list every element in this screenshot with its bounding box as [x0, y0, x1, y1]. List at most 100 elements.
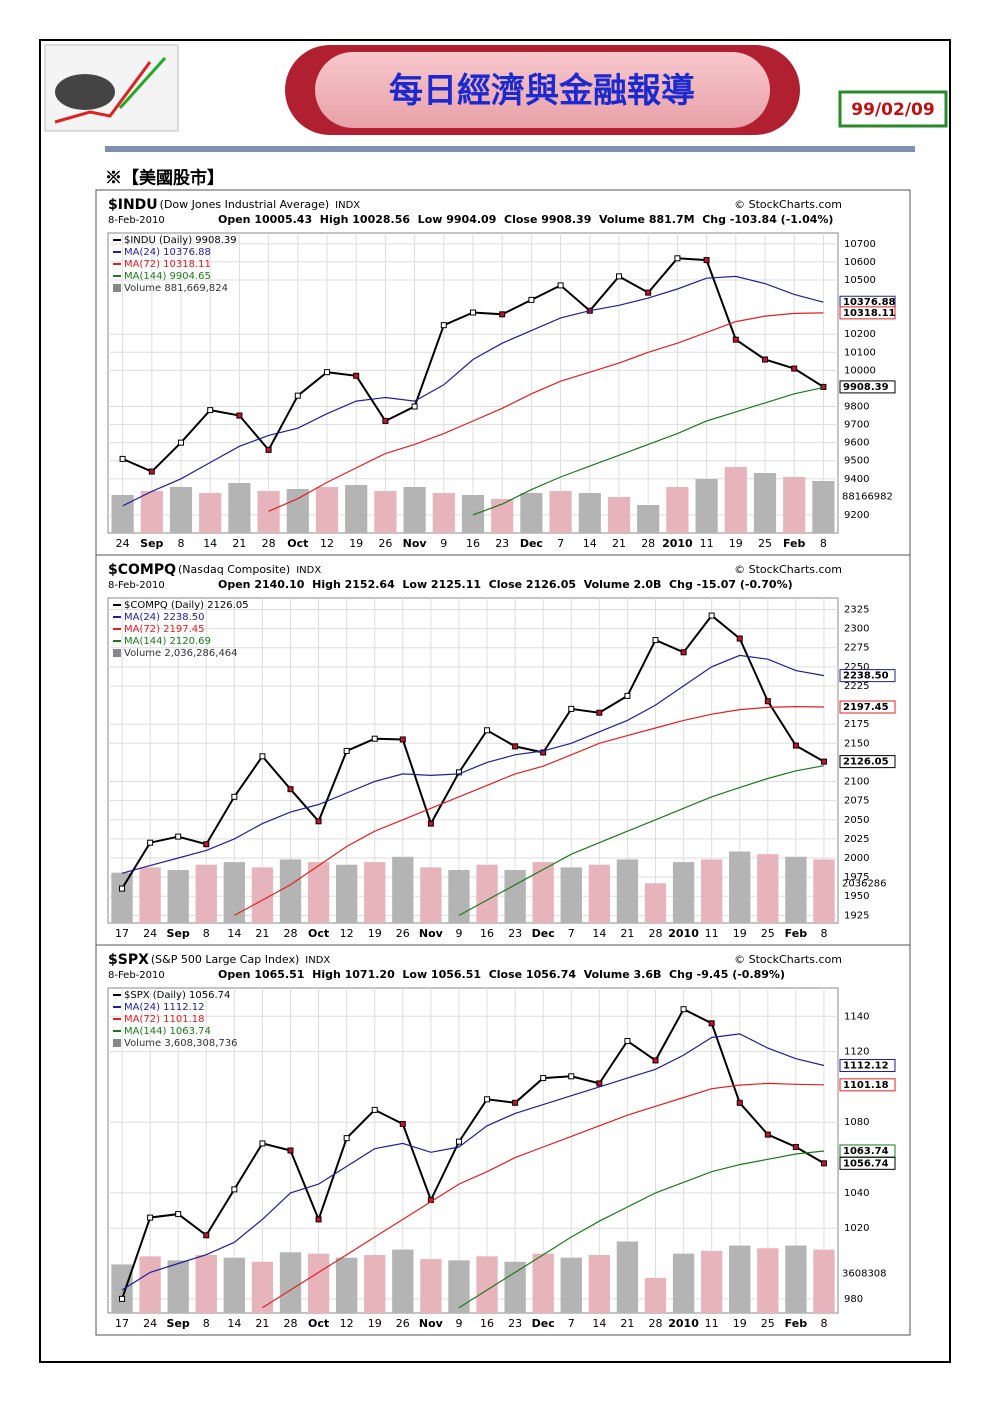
volume-bar — [345, 485, 368, 533]
price-mark — [674, 255, 681, 262]
price-marker-label: 9908.39 — [843, 382, 889, 393]
volume-bar — [672, 862, 695, 923]
volume-bar — [403, 487, 426, 533]
price-mark — [596, 709, 603, 716]
volume-bar — [111, 1264, 133, 1313]
x-tick-label: 21 — [255, 1317, 269, 1330]
x-tick-label: Oct — [308, 927, 329, 940]
volume-bar — [195, 864, 217, 923]
price-line — [121, 1007, 825, 1300]
x-tick-label: 8 — [203, 927, 210, 940]
price-mark — [259, 753, 266, 760]
x-tick-label: 9 — [440, 537, 447, 550]
volume-bar — [644, 1277, 667, 1313]
volume-bar — [139, 867, 161, 923]
price-mark — [736, 1099, 743, 1106]
price-mark — [652, 1057, 659, 1064]
x-tick-label: 12 — [340, 1317, 354, 1330]
price-mark — [792, 742, 799, 749]
price-mark — [764, 698, 771, 705]
x-tick-label: 16 — [480, 927, 494, 940]
x-tick-label: 25 — [761, 1317, 775, 1330]
ma-line — [121, 1033, 825, 1291]
price-mark — [820, 758, 827, 765]
page-border — [39, 39, 951, 1363]
volume-bar — [364, 1254, 386, 1313]
section-title: ※【美國股市】 — [105, 168, 224, 189]
price-mark — [399, 736, 406, 743]
price-mark — [427, 820, 434, 827]
volume-bar — [616, 1241, 639, 1313]
volume-bar — [532, 1253, 554, 1313]
doc-date: 99/02/09 — [851, 100, 934, 120]
volume-bar — [504, 870, 526, 923]
price-mark — [568, 1073, 575, 1080]
plot-area — [107, 597, 839, 924]
exchange: INDX — [335, 200, 360, 211]
price-mark — [484, 727, 491, 734]
x-tick-label: 12 — [320, 537, 334, 550]
x-tick-label: 21 — [612, 537, 626, 550]
volume-bar — [223, 862, 246, 923]
volume-bar — [307, 862, 330, 923]
volume-bar — [616, 859, 639, 923]
price-marker-label: 2238.50 — [843, 671, 889, 682]
x-tick-label: 24 — [143, 927, 157, 940]
volume-bar — [729, 851, 751, 923]
volume-bar — [199, 493, 222, 533]
x-tick-label: 19 — [729, 537, 743, 550]
volume-bar — [532, 862, 554, 923]
volume-bar — [461, 495, 485, 533]
price-mark — [708, 612, 715, 619]
volume-bar — [724, 467, 747, 533]
y-tick-label: 1950 — [844, 891, 869, 902]
x-tick-label: 24 — [143, 1317, 157, 1330]
legend-swatch — [113, 1039, 121, 1047]
volume-label: 2036286 — [842, 879, 887, 890]
price-mark — [259, 1140, 266, 1147]
x-tick-label: 7 — [568, 1317, 575, 1330]
price-mark — [315, 818, 322, 825]
y-tick-label: 2025 — [844, 834, 869, 845]
x-tick-label: 14 — [227, 1317, 241, 1330]
x-tick-label: 9 — [455, 927, 462, 940]
ma-line — [234, 705, 825, 916]
volume-bar — [364, 862, 386, 923]
volume-bar — [420, 1259, 442, 1313]
volume-bar — [666, 487, 689, 533]
y-tick-label: 9500 — [844, 456, 869, 467]
volume-bar — [251, 1261, 274, 1313]
volume-bar — [392, 856, 414, 923]
volume-bar — [169, 487, 193, 533]
price-mark — [119, 1295, 126, 1302]
price-mark — [315, 1216, 322, 1223]
price-mark — [791, 365, 798, 372]
y-tick-label: 2175 — [844, 719, 869, 730]
x-tick-label: 2010 — [668, 927, 699, 940]
legend-entry: $INDU (Daily) 9908.39 — [124, 235, 237, 246]
volume-bar — [392, 1249, 414, 1313]
volume-bar — [448, 870, 470, 923]
volume-bar — [307, 1253, 330, 1313]
legend-entry: MA(24) 10376.88 — [124, 247, 211, 258]
quote: Open 10005.43 High 10028.56 Low 9904.09 … — [218, 213, 833, 226]
volume-bar — [111, 495, 134, 533]
price-mark — [440, 322, 447, 329]
volume-bar — [813, 1249, 835, 1313]
y-tick-label: 2325 — [844, 604, 869, 615]
price-mark — [207, 407, 214, 414]
volume-bar — [476, 864, 498, 923]
y-tick-label: 10100 — [844, 347, 876, 358]
divider — [105, 146, 915, 152]
price-marker-label: 1056.74 — [843, 1158, 889, 1169]
volume-bar — [223, 1257, 246, 1313]
price-mark — [645, 289, 652, 296]
volume-bar — [279, 859, 302, 923]
volume-bar — [111, 872, 133, 923]
y-tick-label: 1140 — [844, 1011, 869, 1022]
price-mark — [382, 417, 389, 424]
price-mark — [203, 841, 210, 848]
source: © StockCharts.com — [734, 953, 842, 966]
x-tick-label: 2010 — [662, 537, 693, 550]
